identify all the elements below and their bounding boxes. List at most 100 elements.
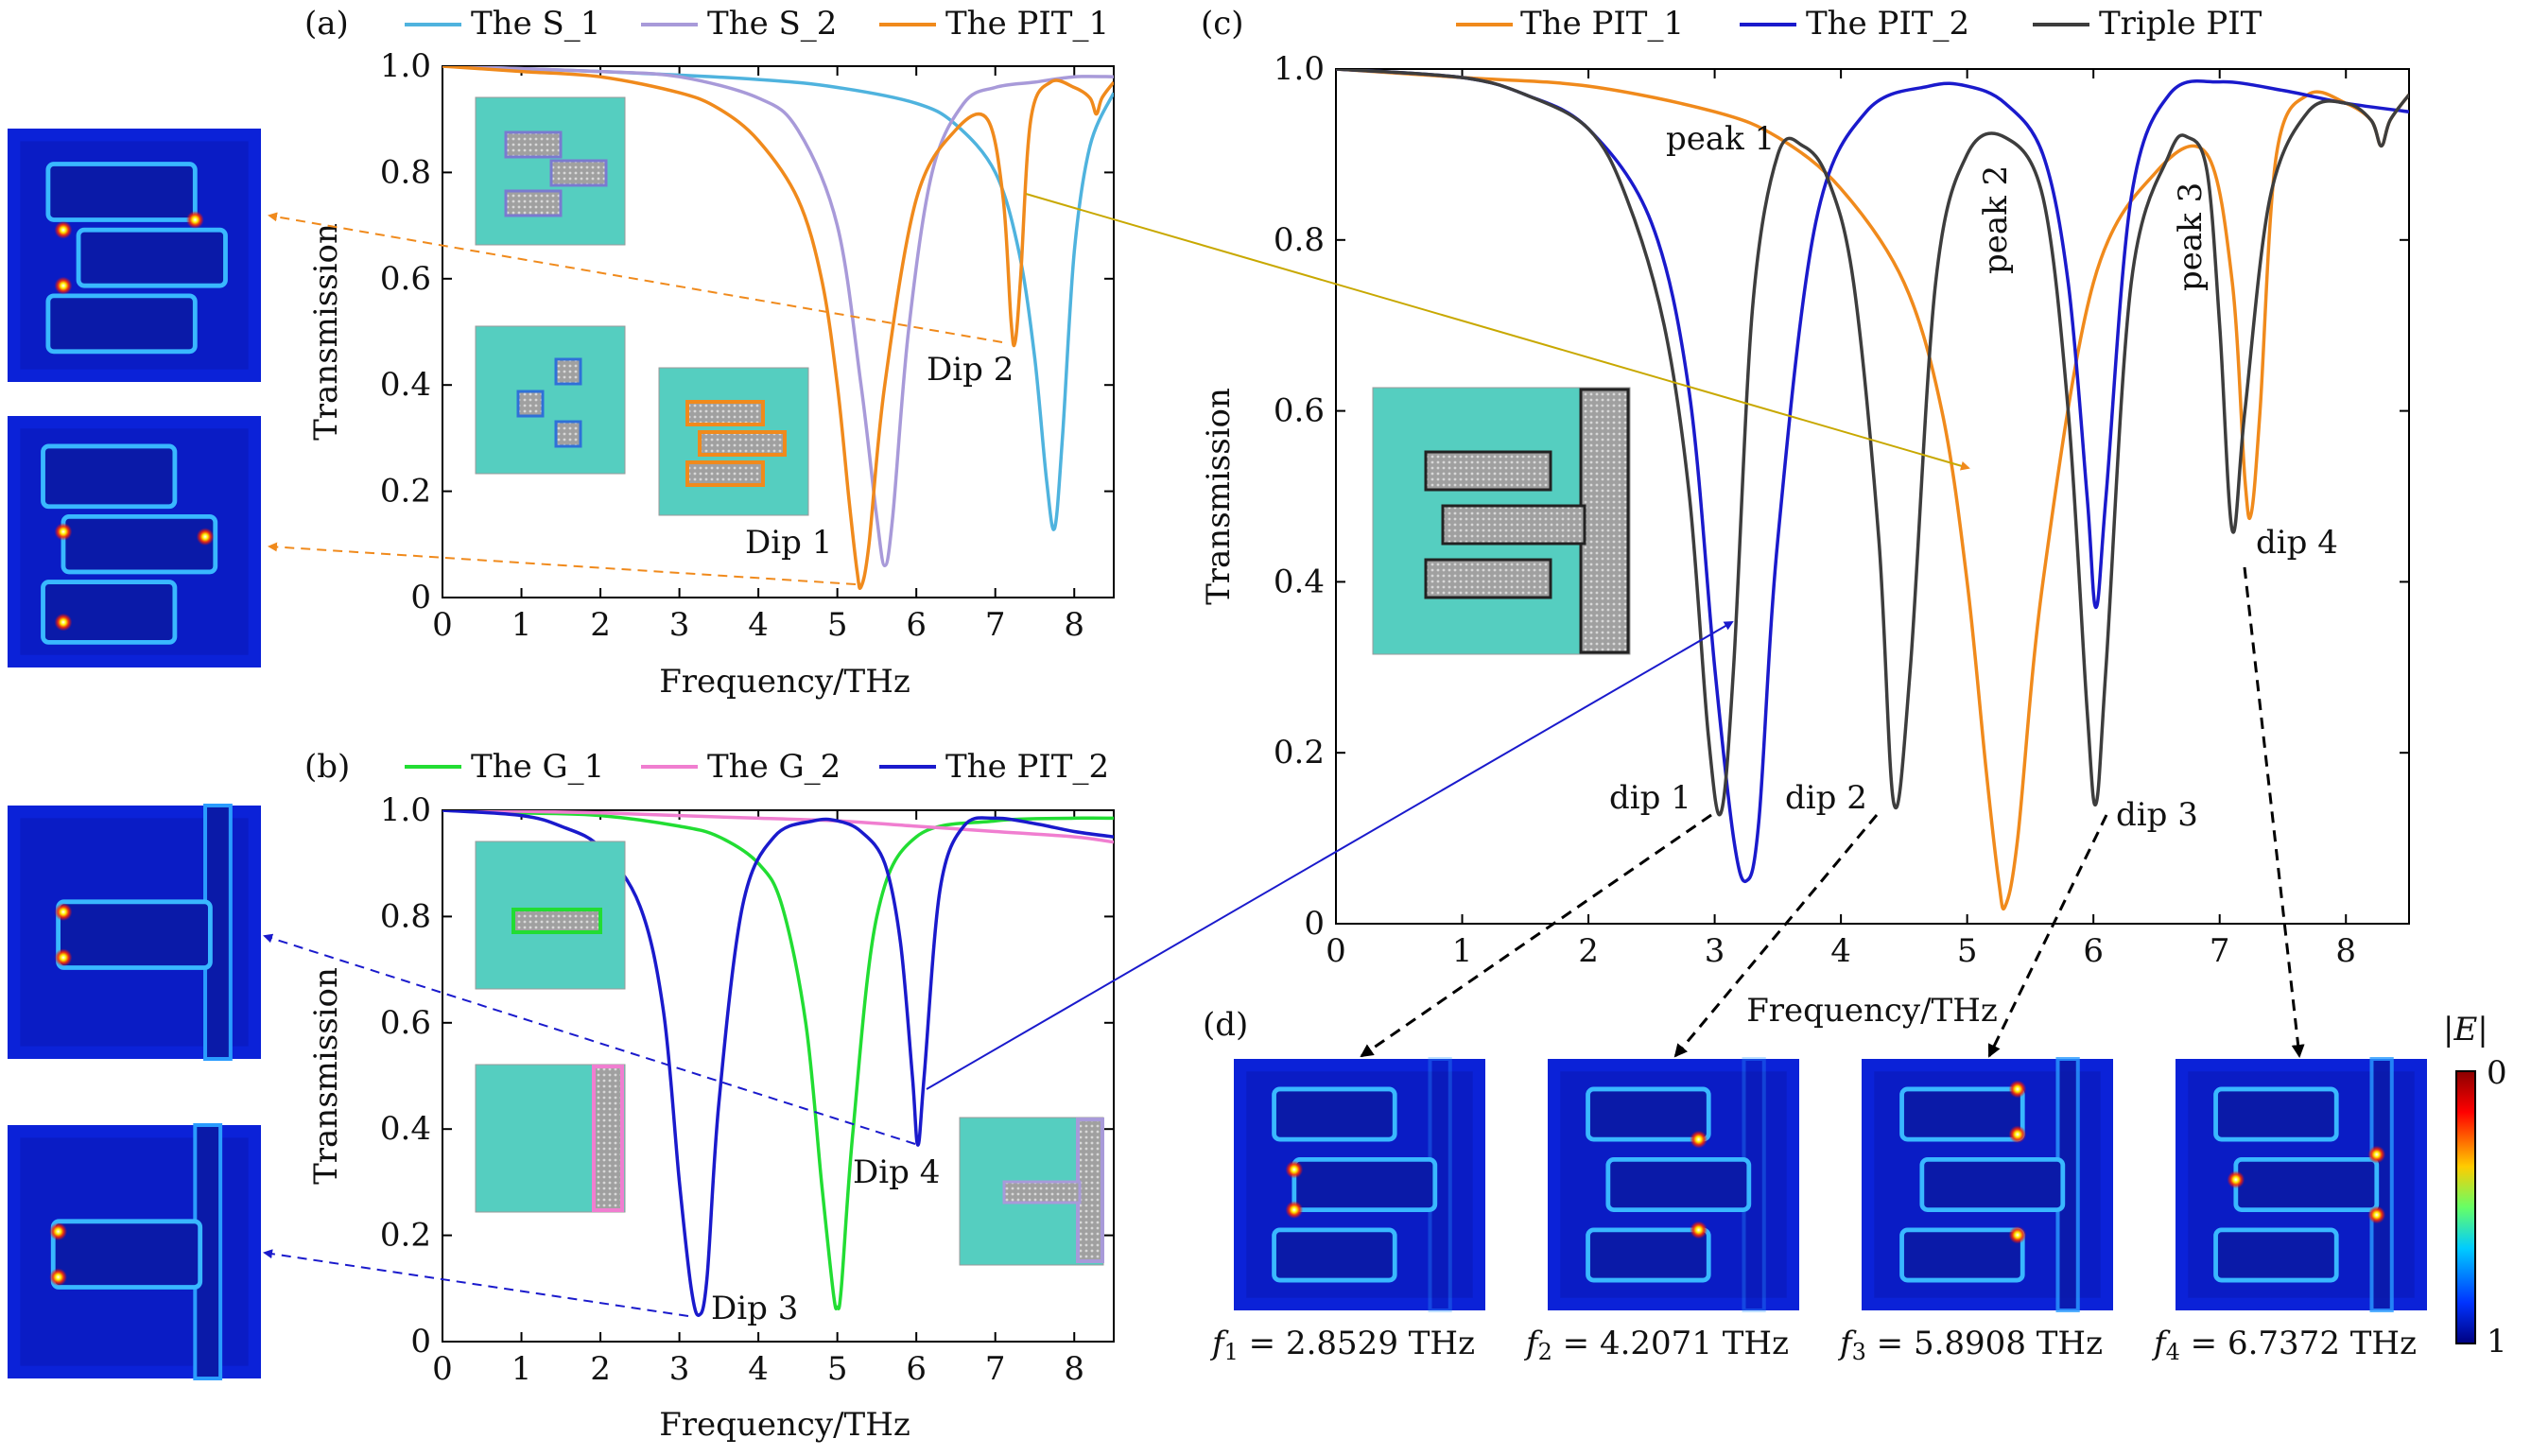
ytick-label-b-3: 0.6 (380, 1004, 431, 1042)
field-maps (1234, 1057, 2427, 1312)
caption-f3: f3 = 5.8908 THz (1837, 1325, 2103, 1365)
field-map-f3 (1862, 1057, 2113, 1312)
series-a-the-s-2 (442, 66, 1114, 568)
panel-d: (d) |E| 0 1 f1 = 2.8529 THz f2 = 4.2071 … (1203, 1006, 2507, 1365)
arrow-dip2-to-d (1673, 814, 1879, 1058)
xtick-label-b-1: 1 (511, 1350, 532, 1388)
field-captions: f1 = 2.8529 THz f2 = 4.2071 THz f3 = 5.8… (1209, 1325, 2417, 1365)
panel-c-legend: The PIT_1 The PIT_2 Triple PIT (1456, 5, 2262, 43)
inset-b-g1-structure (475, 841, 626, 990)
curves-c (1336, 69, 2409, 911)
annotation-dip4: Dip 4 (853, 1153, 940, 1191)
arrow-pit1-to-c (1025, 193, 1970, 471)
caption-f4: f4 = 6.7372 THz (2151, 1325, 2417, 1365)
panel-b-legend: The G_1 The G_2 The PIT_2 (405, 748, 1109, 786)
xtick-label-a-4: 4 (748, 606, 769, 644)
annotation-dip3: Dip 3 (711, 1290, 798, 1327)
ytick-label-c-0: 0 (1304, 905, 1325, 943)
inset-b-pit2-structure (959, 1117, 1104, 1266)
xtick-label-b-7: 7 (985, 1350, 1006, 1388)
caption-f1: f1 = 2.8529 THz (1209, 1325, 1475, 1365)
colorbar-top-label: 0 (2487, 1054, 2507, 1092)
xtick-label-c-2: 2 (1578, 932, 1599, 970)
xtick-label-b-6: 6 (906, 1350, 927, 1388)
colorbar-bottom-label: 1 (2487, 1323, 2507, 1361)
arrow-dip4-to-map (263, 933, 916, 1145)
field-map-dip2 (8, 129, 261, 382)
legend-c-triple: Triple PIT (2099, 5, 2262, 43)
panel-c: (c) The PIT_1 The PIT_2 Triple PIT 0 1 2 3 4… (1200, 5, 2410, 1030)
axes-c: 0 1 2 3 4 5 6 7 8 0 0.2 0.4 0.6 0.8 1.0 (1274, 50, 2409, 970)
xtick-label-a-3: 3 (669, 606, 690, 644)
ytick-label-c-1: 0.2 (1274, 734, 1325, 771)
field-map-dip3 (8, 1123, 261, 1380)
ylabel-c: Transmission (1200, 388, 1238, 605)
panel-b-tag: (b) (304, 748, 350, 786)
xtick-label-a-2: 2 (590, 606, 611, 644)
arrow-dip4-to-d (2243, 566, 2305, 1058)
ytick-label-a-5: 1.0 (380, 47, 431, 85)
field-map-f4 (2176, 1057, 2427, 1312)
series-c-the-pit-1 (1336, 69, 2409, 911)
connector-arrows (263, 193, 2305, 1317)
field-map-f2 (1548, 1057, 1799, 1312)
arrow-dip3-to-d (1987, 814, 2108, 1058)
xtick-label-c-7: 7 (2210, 932, 2230, 970)
left-field-maps (8, 129, 261, 1380)
arrow-dip3-to-map (263, 1249, 689, 1317)
annotation-peak2: peak 2 (1977, 165, 2015, 274)
legend-c-pit2: The PIT_2 (1806, 5, 1969, 43)
panel-a-tag: (a) (304, 5, 349, 43)
xtick-label-c-4: 4 (1830, 932, 1851, 970)
xlabel-c: Frequency/THz (1746, 992, 1998, 1030)
xtick-label-a-5: 5 (827, 606, 848, 644)
series-c-the-pit-2 (1336, 69, 2409, 884)
curves-a (442, 66, 1114, 590)
legend-a-s2: The S_2 (707, 5, 837, 43)
legend-b-pit2: The PIT_2 (945, 748, 1109, 786)
field-map-dip4 (8, 804, 261, 1061)
annotation-c-dip2: dip 2 (1785, 779, 1867, 817)
arrow-dip2-to-map (268, 212, 1003, 343)
xtick-label-c-8: 8 (2335, 932, 2356, 970)
annotation-dip2: Dip 2 (927, 351, 1014, 389)
curves-b (442, 810, 1114, 1317)
ytick-label-a-3: 0.6 (380, 260, 431, 298)
ytick-label-c-2: 0.4 (1274, 563, 1325, 600)
colorbar-title: |E| (2443, 1011, 2488, 1049)
xtick-label-b-0: 0 (432, 1350, 453, 1388)
series-a-the-s-1 (442, 66, 1114, 531)
xtick-label-c-0: 0 (1326, 932, 1346, 970)
series-b-the-g-2 (442, 810, 1114, 844)
panel-a: (a) The S_1 The S_2 The PIT_1 0 1 2 3 4 5 6 7 80… (304, 5, 1115, 701)
caption-f2: f2 = 4.2071 THz (1523, 1325, 1789, 1365)
legend-a-s1: The S_1 (471, 5, 600, 43)
annotation-peak3: peak 3 (2172, 182, 2210, 291)
plot-frame-c (1335, 68, 2410, 925)
xtick-label-b-3: 3 (669, 1350, 690, 1388)
colorbar: |E| 0 1 (2443, 1011, 2507, 1361)
annotation-peak1: peak 1 (1666, 120, 1775, 158)
xtick-label-b-5: 5 (827, 1350, 848, 1388)
legend-b-g2: The G_2 (707, 748, 841, 786)
legend-c-pit1: The PIT_1 (1520, 5, 1684, 43)
ytick-label-c-4: 0.8 (1274, 221, 1325, 259)
field-map-f1 (1234, 1057, 1485, 1312)
panel-a-legend: The S_1 The S_2 The PIT_1 (405, 5, 1109, 43)
axes-a: 0 1 2 3 4 5 6 7 8 0 0.2 0.4 0.6 0.8 1.0 (380, 47, 1114, 644)
ytick-label-b-4: 0.8 (380, 897, 431, 935)
xtick-label-c-6: 6 (2083, 932, 2104, 970)
ytick-label-c-3: 0.6 (1274, 392, 1325, 430)
legend-a-pit1: The PIT_1 (945, 5, 1109, 43)
ytick-label-b-1: 0.2 (380, 1217, 431, 1255)
ytick-label-a-4: 0.8 (380, 153, 431, 191)
panel-c-tag: (c) (1201, 5, 1244, 43)
ytick-label-b-5: 1.0 (380, 791, 431, 829)
xtick-label-b-8: 8 (1064, 1350, 1084, 1388)
plot-frame-b (442, 809, 1115, 1343)
panel-b: (b) The G_1 The G_2 The PIT_2 0 1 2 3 4 5 6 7 80… (304, 748, 1115, 1444)
ytick-label-a-1: 0.2 (380, 473, 431, 511)
xtick-label-b-2: 2 (590, 1350, 611, 1388)
